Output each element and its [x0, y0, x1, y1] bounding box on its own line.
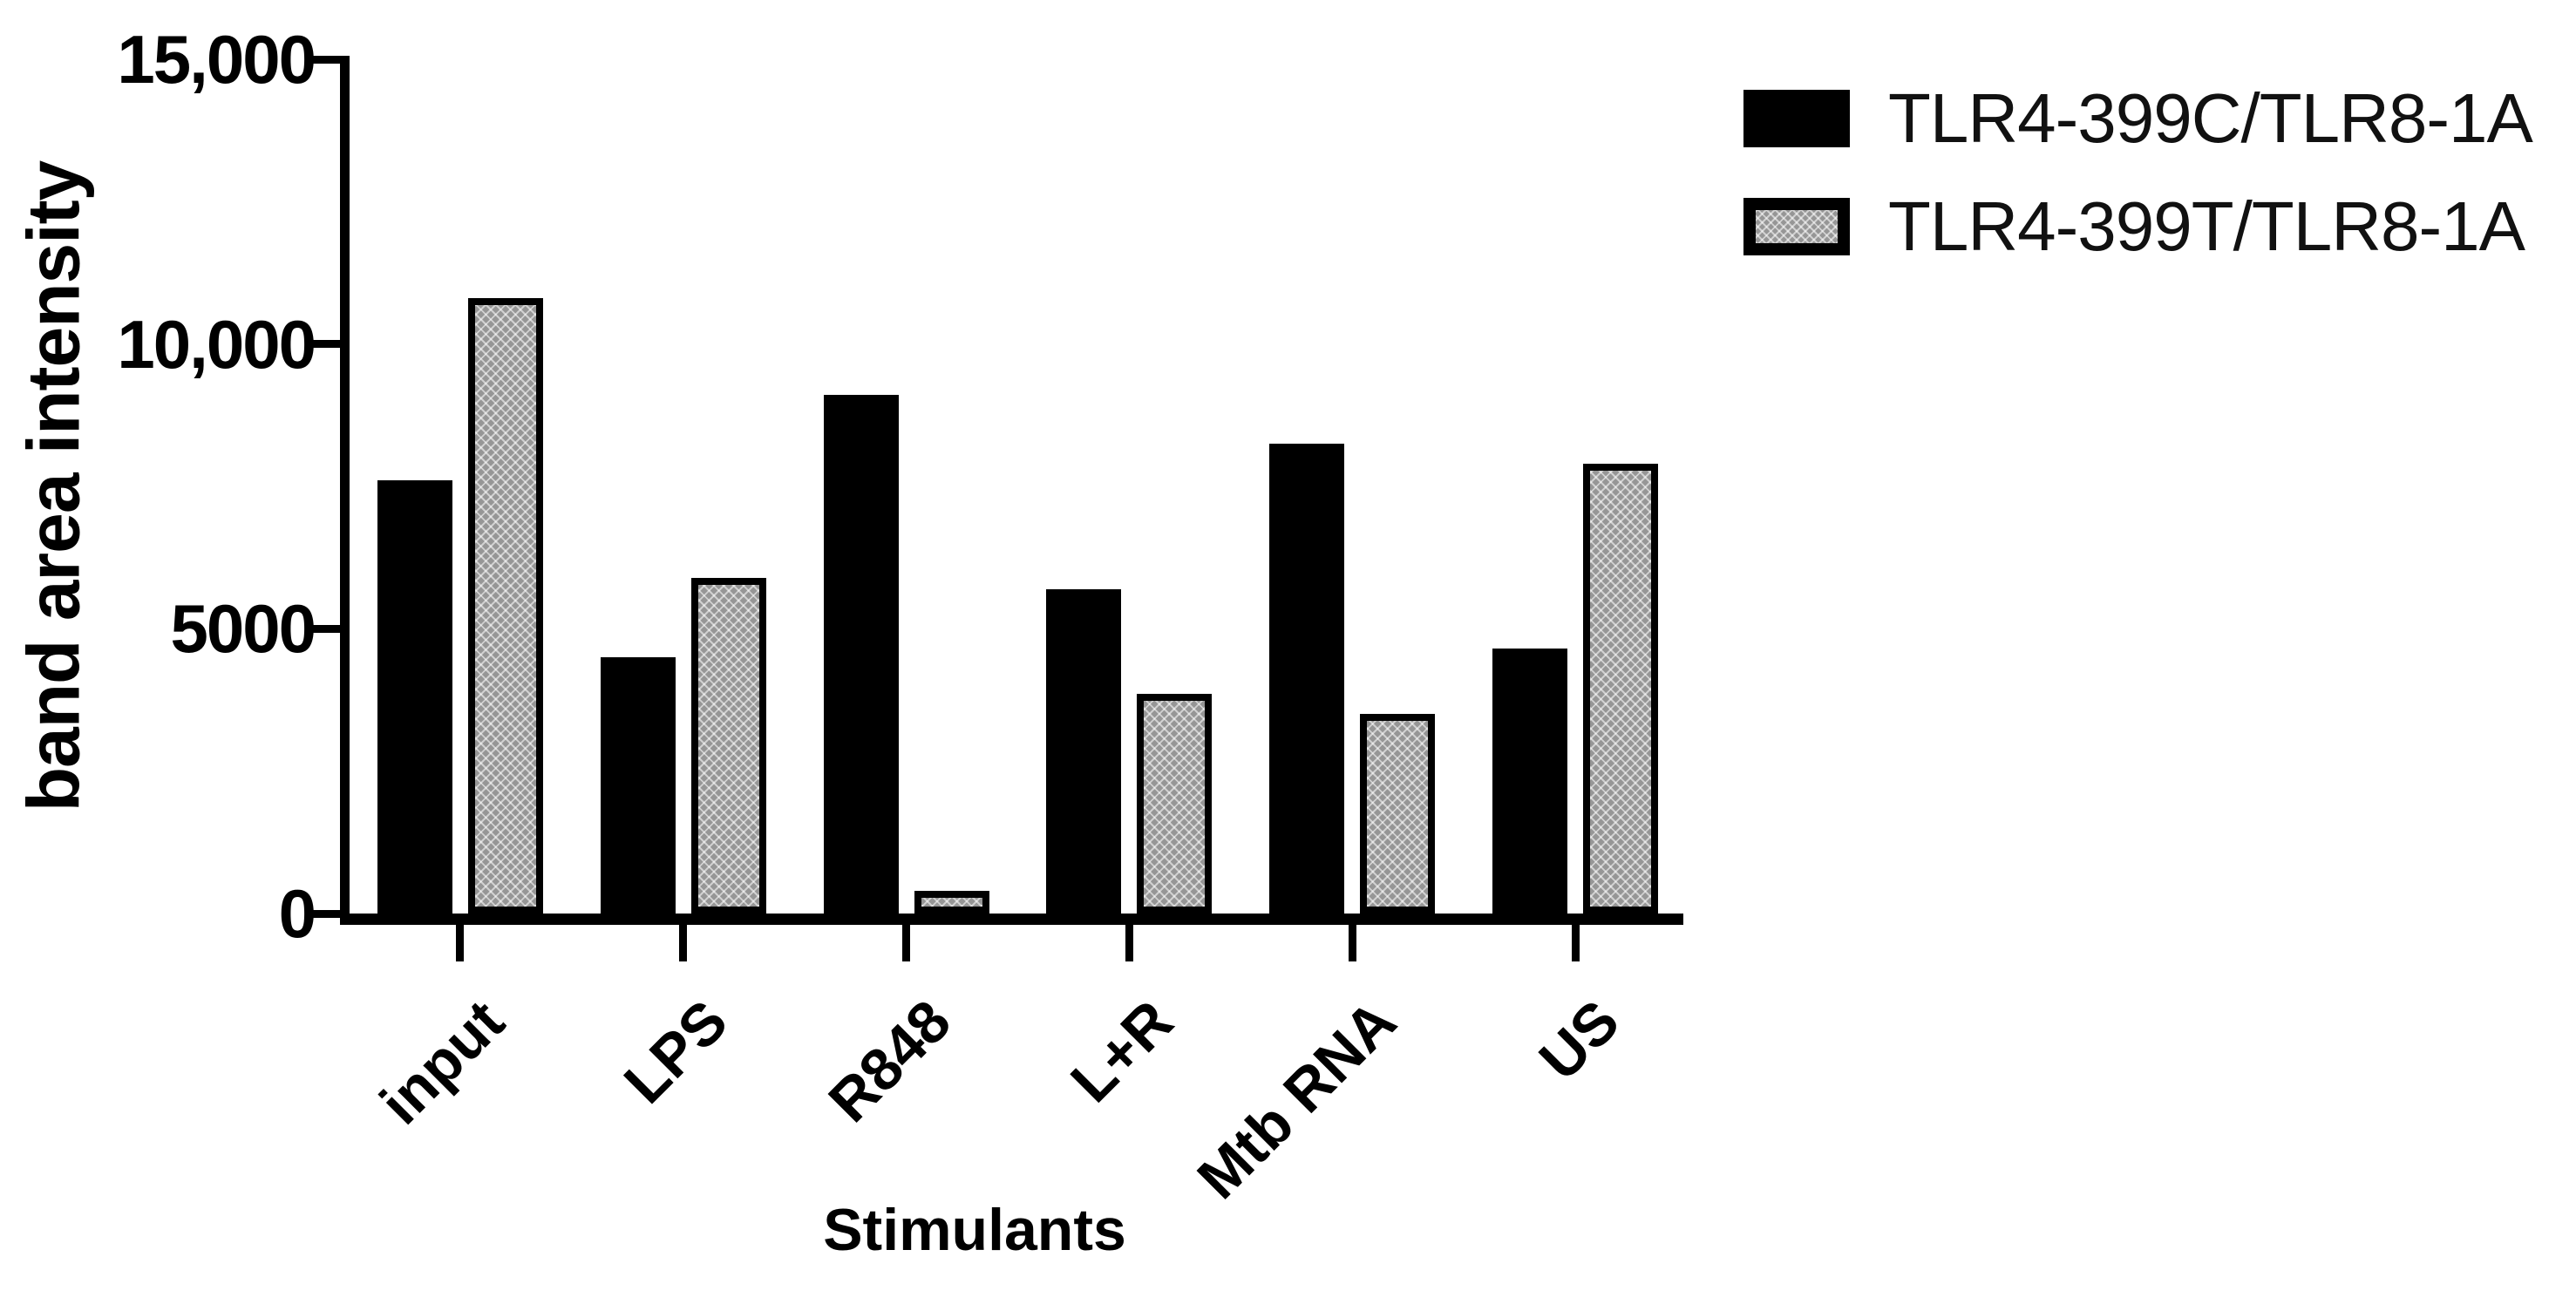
y-tick — [309, 340, 350, 349]
x-tick — [902, 925, 911, 961]
y-tick-label: 5000 — [170, 590, 316, 668]
bar-series1 — [690, 577, 766, 914]
y-tick-label: 15,000 — [117, 21, 316, 98]
bar-series1 — [467, 298, 543, 914]
y-tick — [309, 624, 350, 633]
x-axis-title: Stimulants — [823, 1197, 1126, 1263]
y-tick — [309, 55, 350, 64]
bar-series1 — [914, 890, 989, 914]
legend-label: TLR4-399C/TLR8-1A — [1888, 79, 2533, 157]
x-tick — [679, 925, 688, 961]
y-tick — [309, 909, 350, 918]
legend-label: TLR4-399T/TLR8-1A — [1888, 187, 2525, 265]
bar-group — [823, 59, 989, 914]
legend-swatch-stipple — [1743, 198, 1850, 255]
bar-series0 — [1046, 588, 1122, 914]
bar-series1 — [1137, 694, 1213, 914]
bar-series1 — [1360, 714, 1436, 914]
plot-area: 0 5000 10,000 15,000 input LPS R848 L+R Mtb RNA… — [117, 25, 1683, 1212]
bar-series0 — [377, 480, 452, 914]
x-tick — [1571, 925, 1580, 961]
y-tick-label: 10,000 — [117, 305, 316, 383]
bar-group — [377, 59, 543, 914]
bar-group — [1046, 59, 1213, 914]
bar-series0 — [1492, 649, 1568, 914]
bar-group — [600, 59, 766, 914]
bar-series0 — [823, 395, 899, 914]
legend-item: TLR4-399C/TLR8-1A — [1743, 79, 2533, 157]
bar-series0 — [600, 657, 676, 914]
y-tick-label: 0 — [278, 875, 316, 952]
bar-group — [1492, 59, 1659, 914]
bar-group — [1269, 59, 1436, 914]
bar-series0 — [1269, 444, 1345, 914]
legend: TLR4-399C/TLR8-1A TLR4-399T/TLR8-1A — [1743, 79, 2533, 300]
y-axis-title: band area intensity — [12, 160, 95, 812]
x-tick — [1348, 925, 1356, 961]
legend-swatch-solid — [1743, 90, 1850, 147]
bar-series1 — [1583, 463, 1659, 914]
x-tick — [1125, 925, 1133, 961]
legend-item: TLR4-399T/TLR8-1A — [1743, 192, 2532, 262]
x-tick — [456, 925, 465, 961]
